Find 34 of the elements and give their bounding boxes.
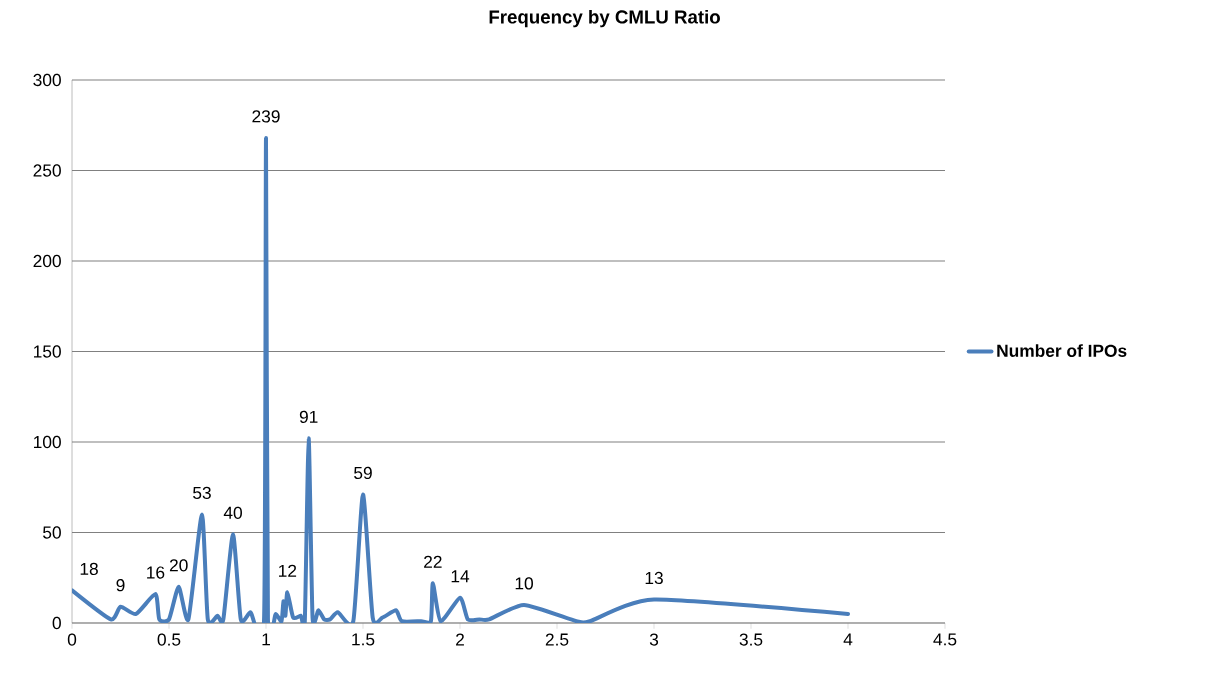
x-tick-label: 2	[456, 633, 464, 646]
annotation: 10	[515, 577, 533, 590]
line-series	[72, 135, 850, 623]
annotation: 13	[645, 571, 663, 585]
annotation: 16	[147, 566, 165, 579]
annotation: 239	[252, 110, 280, 123]
annotation: 9	[116, 579, 125, 592]
y-tick-label: 100	[34, 435, 61, 449]
y-tick-label: 150	[34, 345, 61, 358]
legend-label: Number of IPOs	[997, 344, 1127, 357]
x-tick-label: 0.5	[157, 633, 181, 646]
annotation: 91	[299, 410, 318, 423]
annotation: 59	[354, 466, 372, 480]
x-tick-label: 0	[67, 633, 77, 646]
annotation: 20	[169, 559, 188, 572]
y-tick-label: 0	[52, 616, 61, 630]
y-tick-label: 300	[33, 73, 61, 87]
annotation: 12	[279, 564, 297, 577]
x-tick-label: 2.5	[545, 633, 569, 646]
x-tick-label: 3.5	[739, 633, 763, 646]
y-tick-label: 200	[33, 254, 61, 268]
x-tick-label: 3	[649, 633, 659, 646]
annotation: 18	[80, 562, 98, 576]
y-tick-label: 250	[33, 164, 61, 177]
x-tick-label: 1.5	[352, 633, 375, 646]
annotation: 22	[424, 555, 442, 568]
x-tick-label: 4.5	[933, 633, 957, 646]
x-tick-label: 4	[843, 633, 853, 646]
y-tick-label: 50	[43, 526, 61, 539]
chart-title: Frequency by CMLU Ratio	[489, 9, 720, 28]
x-tick-label: 1	[262, 633, 270, 646]
annotation: 53	[193, 486, 211, 500]
annotation: 14	[451, 570, 470, 583]
annotation: 40	[223, 506, 242, 519]
